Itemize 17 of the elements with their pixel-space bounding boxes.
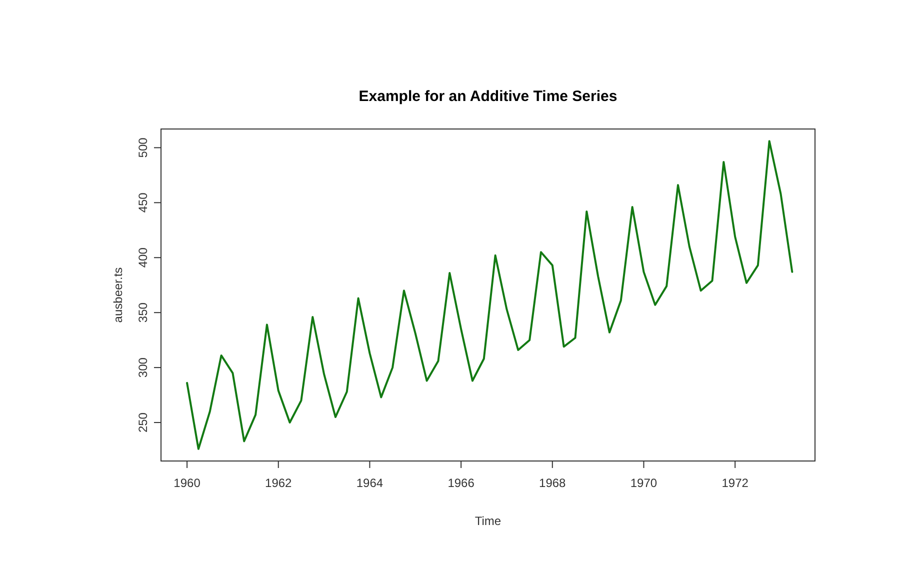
y-tick-label: 250 [136, 412, 150, 433]
x-tick-label: 1960 [174, 476, 201, 490]
x-tick-label: 1966 [448, 476, 475, 490]
chart-title: Example for an Additive Time Series [358, 88, 618, 105]
x-tick-label: 1972 [722, 476, 749, 490]
y-tick-label: 500 [136, 137, 150, 158]
y-tick-label: 400 [136, 247, 150, 268]
x-axis-title: Time [474, 514, 502, 528]
x-tick-label: 1962 [265, 476, 292, 490]
y-tick-label: 350 [136, 302, 150, 323]
x-tick-label: 1964 [356, 476, 384, 490]
line-series [186, 140, 794, 450]
y-tick-label: 300 [136, 357, 150, 378]
y-axis-title: ausbeer.ts [111, 267, 125, 323]
y-tick-label: 450 [136, 192, 150, 213]
x-tick-label: 1968 [539, 476, 566, 490]
x-tick-label: 1970 [630, 476, 658, 490]
